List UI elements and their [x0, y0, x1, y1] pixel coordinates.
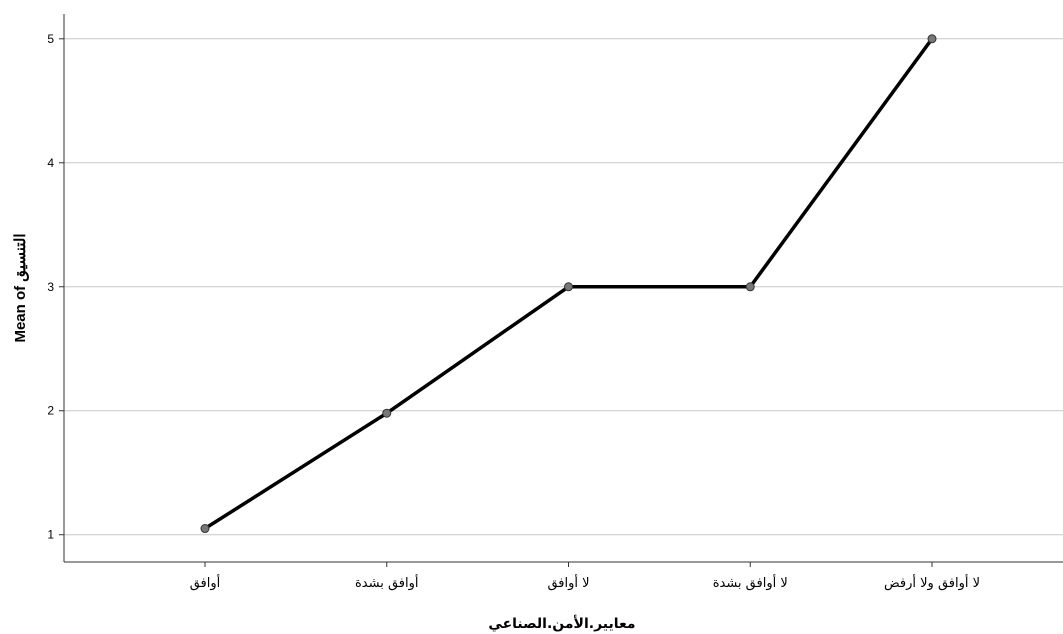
data-point-3	[745, 282, 755, 292]
data-point-0	[200, 524, 210, 534]
x-tick-label-3: لا أوافق بشدة	[713, 574, 788, 591]
y-tick-label-3: 3	[47, 280, 54, 294]
data-point-4	[927, 34, 937, 44]
y-tick-label-4: 4	[47, 156, 54, 170]
data-point-1	[382, 408, 392, 418]
marker-layer	[200, 34, 937, 534]
x-tick-label-2: لا أوافق	[547, 574, 589, 591]
x-axis-title: معايير.الأمن.الصناعي	[488, 615, 635, 632]
data-point-2	[564, 282, 573, 292]
axes	[59, 14, 1063, 567]
x-tick-label-4: لا أوافق ولا أرفض	[884, 574, 980, 591]
y-tick-label-1: 1	[47, 528, 54, 542]
y-tick-labels: 1 2 3 4 5	[47, 32, 54, 542]
x-tick-labels: أوافق أوافق بشدة لا أوافق لا أوافق بشدة لا أ…	[190, 574, 980, 591]
y-tick-label-2: 2	[47, 404, 54, 418]
y-axis-title: Mean of التنسيق	[12, 233, 29, 342]
gridlines	[64, 38, 1063, 536]
x-tick-label-0: أوافق	[190, 574, 221, 591]
x-tick-label-1: أوافق بشدة	[355, 574, 419, 591]
y-tick-label-5: 5	[47, 32, 54, 46]
